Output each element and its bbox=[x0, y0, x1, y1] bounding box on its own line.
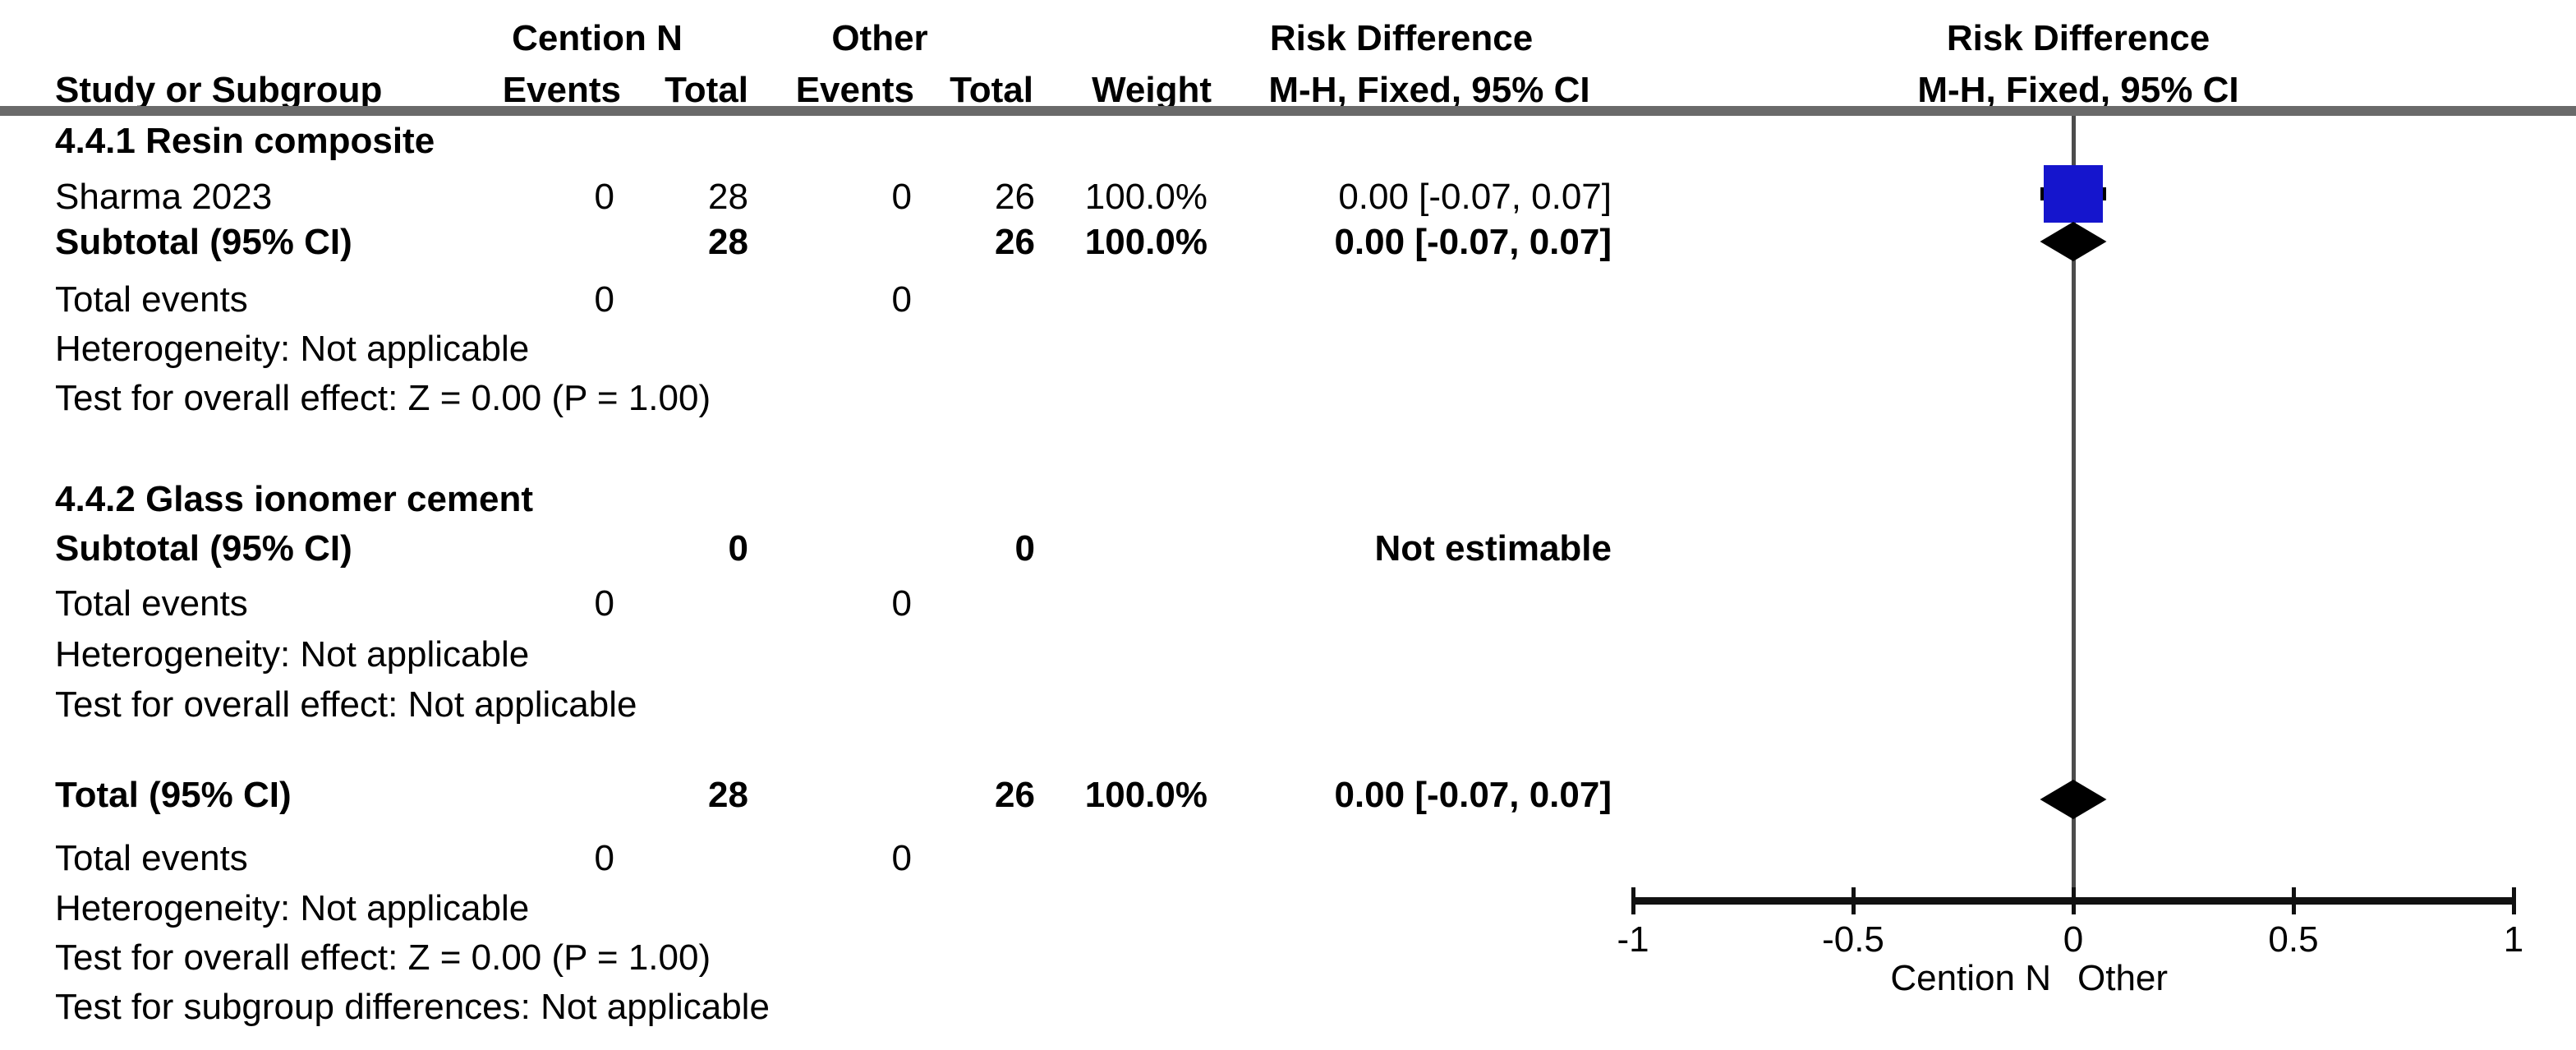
effect-col-title: Risk Difference bbox=[1269, 18, 1534, 58]
row-2-ci-text: 0.00 [-0.07, 0.07] bbox=[1334, 222, 1612, 262]
effect-col-subtitle: M-H, Fixed, 95% CI bbox=[1268, 70, 1590, 110]
row-7-label: Subtotal (95% CI) bbox=[55, 528, 352, 569]
row-4-label: Heterogeneity: Not applicable bbox=[55, 329, 530, 369]
x-axis-tick-1 bbox=[2512, 887, 2516, 914]
x-axis-tick--0.5 bbox=[1852, 887, 1856, 914]
row-1-total1: 28 bbox=[708, 177, 748, 217]
row-13-label: Heterogeneity: Not applicable bbox=[55, 888, 530, 928]
row-8-events1: 0 bbox=[594, 583, 614, 624]
group2-header: Other bbox=[831, 18, 928, 58]
study-weight-square-marker bbox=[2044, 165, 2103, 223]
row-12-events1: 0 bbox=[594, 838, 614, 878]
ci-whisker-left-cap bbox=[2040, 187, 2045, 200]
row-3-label: Total events bbox=[55, 279, 248, 320]
x-axis-tick--1 bbox=[1631, 887, 1635, 914]
x-axis-tick-label--1: -1 bbox=[1617, 919, 1649, 960]
total1-col-header: Total bbox=[665, 70, 748, 110]
x-axis-tick-label-0.5: 0.5 bbox=[2268, 919, 2319, 960]
row-11-label: Total (95% CI) bbox=[55, 775, 292, 815]
study-col-header: Study or Subgroup bbox=[55, 70, 383, 110]
group1-header: Cention N bbox=[512, 18, 683, 58]
row-11-total1: 28 bbox=[708, 775, 748, 815]
plot-col-title: Risk Difference bbox=[1946, 18, 2210, 58]
plot-col-subtitle: M-H, Fixed, 95% CI bbox=[1917, 70, 2239, 110]
row-1-events1: 0 bbox=[594, 177, 614, 217]
events1-col-header: Events bbox=[502, 70, 621, 110]
row-8-events2: 0 bbox=[891, 583, 912, 624]
pooled-effect-diamond-marker bbox=[2040, 780, 2107, 819]
axis-left-group-label: Cention N bbox=[1890, 958, 2051, 998]
row-2-label: Subtotal (95% CI) bbox=[55, 222, 352, 262]
row-2-total2: 26 bbox=[995, 222, 1035, 262]
weight-col-header: Weight bbox=[1092, 70, 1212, 110]
header-separator-line bbox=[0, 106, 2576, 116]
x-axis-tick-label-0: 0 bbox=[2063, 919, 2084, 960]
row-3-events2: 0 bbox=[891, 279, 912, 320]
row-1-total2: 26 bbox=[995, 177, 1035, 217]
zero-effect-line bbox=[2072, 116, 2076, 897]
row-1-weight: 100.0% bbox=[1084, 177, 1208, 217]
row-11-ci-text: 0.00 [-0.07, 0.07] bbox=[1334, 775, 1612, 815]
x-axis-tick-label-1: 1 bbox=[2503, 919, 2524, 960]
row-2-weight: 100.0% bbox=[1084, 222, 1208, 262]
row-6-label: 4.4.2 Glass ionomer cement bbox=[55, 479, 534, 519]
ci-whisker-right-cap bbox=[2101, 187, 2106, 200]
row-11-weight: 100.0% bbox=[1084, 775, 1208, 815]
total2-col-header: Total bbox=[950, 70, 1033, 110]
row-1-label: Sharma 2023 bbox=[55, 177, 273, 217]
axis-right-group-label: Other bbox=[2077, 958, 2169, 998]
row-15-label: Test for subgroup differences: Not appli… bbox=[55, 987, 770, 1027]
row-3-events1: 0 bbox=[594, 279, 614, 320]
row-11-total2: 26 bbox=[995, 775, 1035, 815]
row-12-label: Total events bbox=[55, 838, 248, 878]
events2-col-header: Events bbox=[795, 70, 914, 110]
row-8-label: Total events bbox=[55, 583, 248, 624]
x-axis-tick-0 bbox=[2072, 887, 2076, 914]
x-axis-tick-0.5 bbox=[2292, 887, 2296, 914]
row-2-total1: 28 bbox=[708, 222, 748, 262]
x-axis-tick-label--0.5: -0.5 bbox=[1822, 919, 1884, 960]
row-10-label: Test for overall effect: Not applicable bbox=[55, 684, 637, 725]
pooled-effect-diamond-marker bbox=[2040, 222, 2107, 261]
row-7-ci-text: Not estimable bbox=[1374, 528, 1612, 569]
row-1-events2: 0 bbox=[891, 177, 912, 217]
row-12-events2: 0 bbox=[891, 838, 912, 878]
row-5-label: Test for overall effect: Z = 0.00 (P = 1… bbox=[55, 378, 711, 418]
row-14-label: Test for overall effect: Z = 0.00 (P = 1… bbox=[55, 937, 711, 978]
row-7-total2: 0 bbox=[1014, 528, 1035, 569]
row-1-ci-text: 0.00 [-0.07, 0.07] bbox=[1338, 177, 1612, 217]
row-9-label: Heterogeneity: Not applicable bbox=[55, 634, 530, 675]
row-7-total1: 0 bbox=[728, 528, 748, 569]
row-0-label: 4.4.1 Resin composite bbox=[55, 121, 435, 161]
